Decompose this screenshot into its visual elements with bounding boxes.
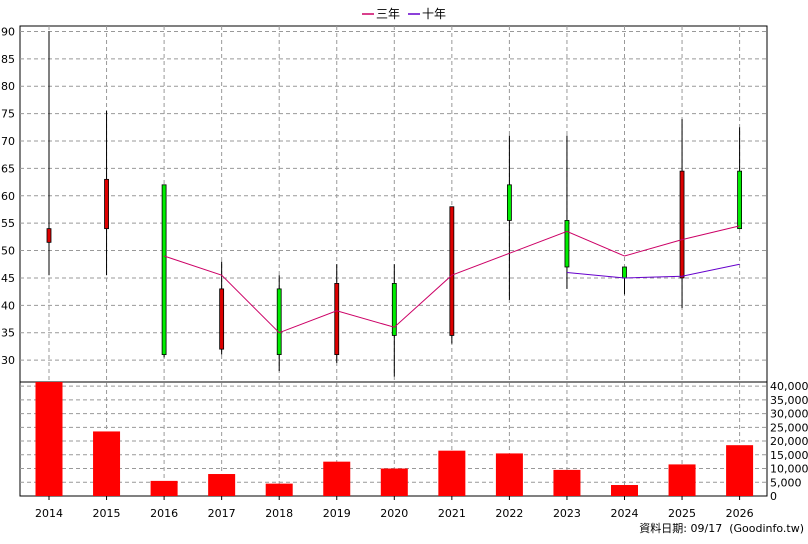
price-tick-label: 80 — [1, 80, 15, 93]
candle-body — [506, 184, 512, 221]
volume-tick-label: 5,000 — [770, 476, 802, 489]
price-tick-label: 35 — [1, 327, 15, 340]
price-tick-label: 85 — [1, 53, 15, 66]
volume-tick-label: 20,000 — [770, 435, 808, 448]
price-tick-label: 55 — [1, 217, 15, 230]
candle-body — [104, 178, 109, 230]
x-tick-label: 2014 — [35, 507, 63, 520]
price-tick-label: 65 — [1, 162, 15, 175]
candle-body — [219, 288, 225, 350]
candle-body — [161, 184, 167, 356]
candle-body — [564, 220, 570, 268]
volume-tick-label: 35,000 — [770, 394, 808, 407]
volume-bar — [726, 445, 754, 496]
volume-bar — [265, 483, 293, 496]
volume-bar — [323, 461, 351, 496]
price-tick-label: 75 — [1, 108, 15, 121]
footer-credit: 資料日期: 09/17 (Goodinfo.tw) — [639, 522, 804, 535]
price-tick-label: 30 — [1, 354, 15, 367]
x-tick-label: 2024 — [611, 507, 639, 520]
volume-tick-label: 25,000 — [770, 421, 808, 434]
x-tick-label: 2020 — [380, 507, 408, 520]
volume-bar — [150, 480, 178, 496]
price-tick-label: 90 — [1, 25, 15, 38]
volume-bar — [93, 431, 121, 496]
legend-label: 十年 — [422, 7, 446, 21]
volume-bar — [208, 474, 236, 496]
x-tick-label: 2025 — [668, 507, 696, 520]
x-tick-label: 2015 — [93, 507, 121, 520]
candle-body — [679, 170, 685, 279]
volume-bar — [495, 453, 523, 496]
price-tick-label: 60 — [1, 190, 15, 203]
legend-label: 三年 — [376, 7, 400, 21]
plot-frame — [19, 25, 768, 497]
x-tick-label: 2016 — [150, 507, 178, 520]
x-tick-label: 2019 — [323, 507, 351, 520]
price-tick-label: 70 — [1, 135, 15, 148]
volume-bar — [380, 468, 408, 496]
price-tick-label: 40 — [1, 299, 15, 312]
candle-body — [622, 266, 627, 279]
x-tick-label: 2017 — [208, 507, 236, 520]
series-line-three-year — [163, 225, 740, 334]
volume-bar — [35, 382, 63, 496]
candle-body — [391, 283, 397, 336]
price-tick-label: 50 — [1, 245, 15, 258]
x-tick-label: 2018 — [265, 507, 293, 520]
volume-bar — [553, 469, 581, 496]
volume-tick-label: 40,000 — [770, 380, 808, 393]
series-line-ten-year — [566, 263, 740, 279]
candle-body — [334, 283, 340, 356]
volume-tick-label: 0 — [770, 490, 777, 503]
volume-bar — [438, 450, 466, 496]
x-tick-label: 2023 — [553, 507, 581, 520]
volume-bar — [611, 485, 638, 496]
volume-tick-label: 30,000 — [770, 408, 808, 421]
volume-bar — [668, 464, 696, 496]
volume-tick-label: 10,000 — [770, 463, 808, 476]
price-tick-label: 45 — [1, 272, 15, 285]
x-tick-label: 2021 — [438, 507, 466, 520]
x-tick-label: 2026 — [726, 507, 754, 520]
candle-body — [46, 228, 52, 243]
candle-body — [276, 288, 282, 356]
candle-body — [449, 206, 455, 336]
candle-body — [737, 170, 742, 230]
x-tick-label: 2022 — [495, 507, 523, 520]
volume-tick-label: 15,000 — [770, 449, 808, 462]
